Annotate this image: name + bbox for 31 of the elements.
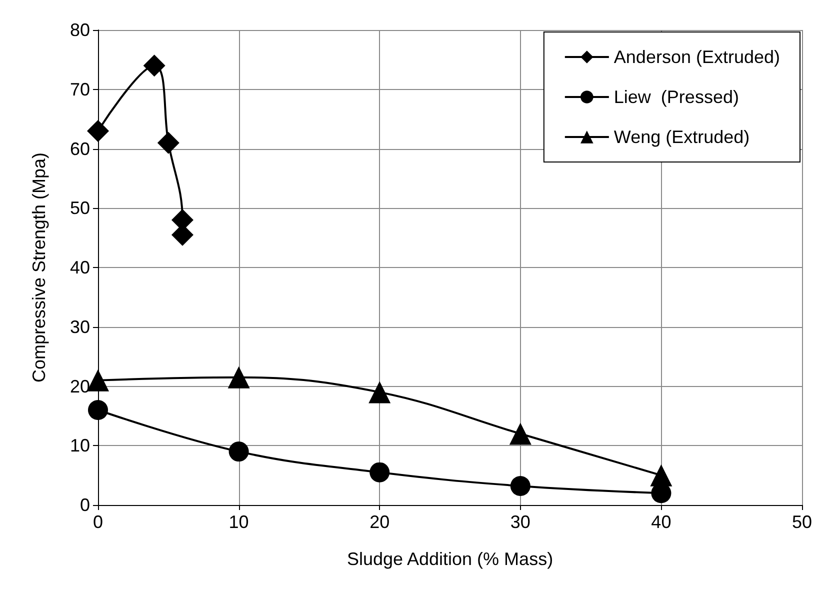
legend-label: Anderson (Extruded) bbox=[614, 47, 780, 67]
y-tick-label: 20 bbox=[70, 376, 90, 396]
x-tick-label: 20 bbox=[370, 512, 390, 532]
legend-label: Weng (Extruded) bbox=[614, 127, 750, 147]
point bbox=[368, 381, 391, 404]
point bbox=[157, 132, 180, 154]
x-tick-label: 50 bbox=[792, 512, 812, 532]
x-tick-label: 30 bbox=[510, 512, 530, 532]
x-tick-label: 40 bbox=[651, 512, 672, 532]
y-tick-label: 40 bbox=[70, 258, 90, 278]
y-tick-label: 60 bbox=[70, 138, 90, 159]
y-tick-label: 10 bbox=[70, 436, 90, 456]
point bbox=[228, 366, 250, 388]
point bbox=[88, 400, 108, 420]
y-tick-label: 50 bbox=[70, 198, 90, 218]
x-tick-label: 10 bbox=[228, 512, 249, 532]
x-axis-title: Sludge Addition (% Mass) bbox=[346, 549, 554, 569]
point bbox=[87, 120, 109, 142]
y-tick-label: 0 bbox=[80, 495, 90, 515]
point bbox=[510, 476, 530, 496]
point bbox=[143, 54, 166, 77]
point bbox=[370, 462, 390, 482]
point bbox=[650, 464, 672, 486]
y-tick-label: 70 bbox=[70, 79, 90, 100]
y-axis-title: Compressive Strength (Mpa) bbox=[29, 152, 49, 383]
x-tick-label: 0 bbox=[92, 512, 104, 532]
y-tick-label: 80 bbox=[70, 20, 90, 40]
point bbox=[509, 422, 532, 445]
legend-label: Liew (Pressed) bbox=[614, 87, 739, 107]
y-tick-label: 30 bbox=[70, 316, 90, 337]
point bbox=[228, 442, 249, 462]
